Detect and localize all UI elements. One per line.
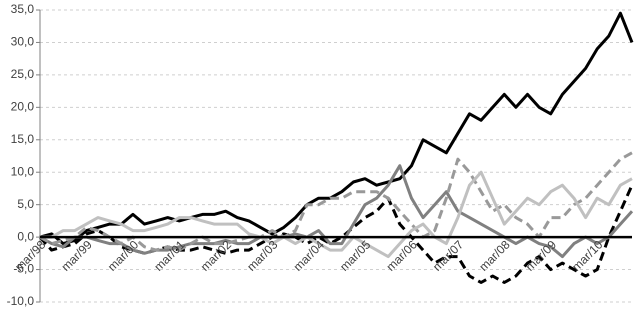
y-tick-label: 5,0	[17, 197, 34, 211]
series-line	[39, 151, 633, 252]
y-tick-label: 25,0	[11, 67, 35, 81]
y-tick-label: 35,0	[11, 2, 35, 16]
series-line	[39, 164, 634, 259]
y-tick-label: 15,0	[11, 132, 35, 146]
y-tick-label: -5,0	[13, 262, 34, 276]
y-tick-label: 20,0	[11, 100, 35, 114]
x-tick-label: mar/08	[476, 237, 513, 274]
y-tick-label: -10,0	[7, 294, 35, 308]
series-line	[39, 11, 634, 246]
y-tick-label: 0,0	[17, 229, 34, 243]
series-line	[40, 170, 633, 259]
y-tick-label: 30,0	[11, 35, 35, 49]
y-tick-label: 10,0	[11, 164, 35, 178]
x-tick-label: mar/01	[151, 237, 188, 274]
